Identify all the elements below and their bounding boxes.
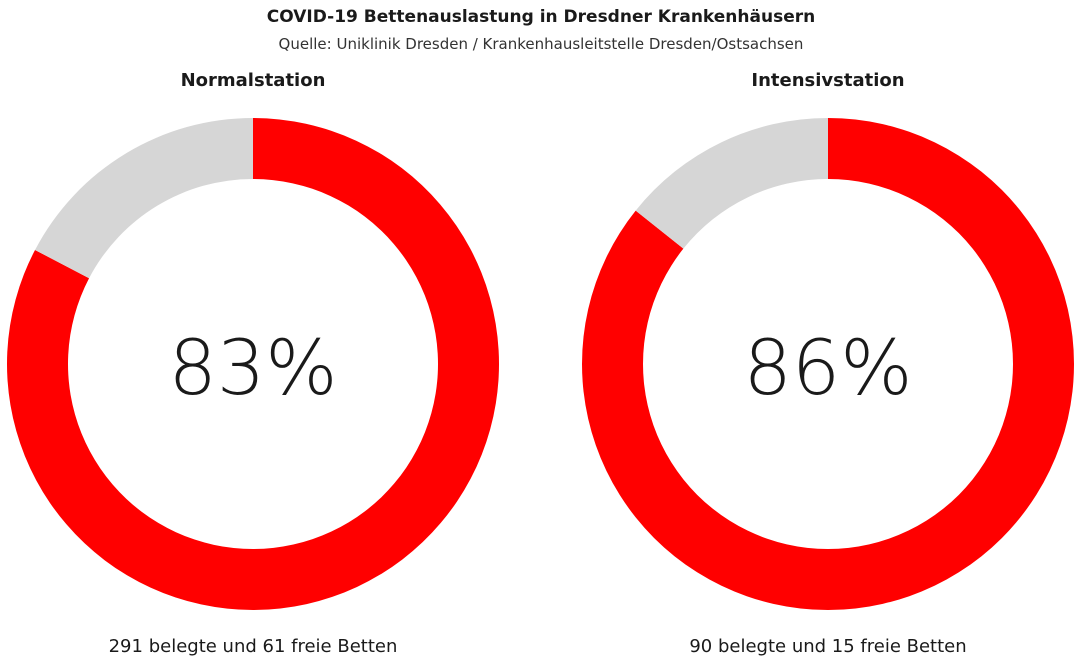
panel-intensivstation: Intensivstation 86% 90 belegte und 15 fr… xyxy=(541,0,1082,664)
percent-label-intensivstation: 86% xyxy=(744,323,913,412)
panel-title-intensivstation: Intensivstation xyxy=(751,70,905,91)
percent-label-normalstation: 83% xyxy=(169,323,338,412)
slice-free-intensivstation xyxy=(635,118,828,249)
panel-normalstation: Normalstation 83% 291 belegte und 61 fre… xyxy=(7,70,499,657)
caption-intensivstation: 90 belegte und 15 freie Betten xyxy=(689,636,967,657)
caption-normalstation: 291 belegte und 61 freie Betten xyxy=(108,636,398,657)
chart-title: COVID-19 Bettenauslastung in Dresdner Kr… xyxy=(266,7,816,27)
panel-title-normalstation: Normalstation xyxy=(180,70,326,91)
donut-normalstation: 83% xyxy=(7,118,499,610)
donut-intensivstation: 86% xyxy=(582,118,1074,610)
slice-free-normalstation xyxy=(35,118,253,279)
chart-subtitle: Quelle: Uniklinik Dresden / Krankenhausl… xyxy=(278,35,804,53)
